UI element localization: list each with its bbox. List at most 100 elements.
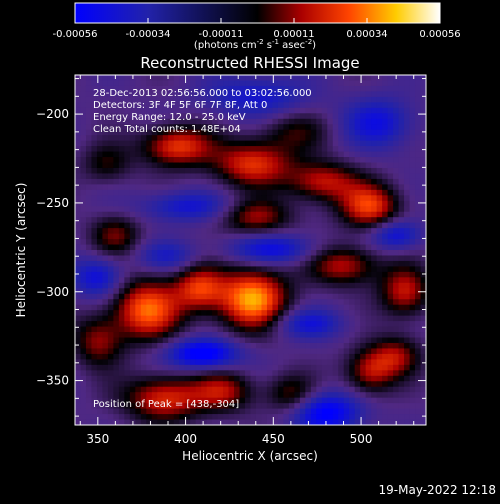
heatmap-cell — [162, 173, 169, 180]
heatmap-cell — [124, 80, 131, 87]
heatmap-cell — [206, 310, 213, 317]
heatmap-cell — [162, 250, 169, 256]
heatmap-cell — [157, 233, 164, 240]
heatmap-cell — [261, 151, 268, 158]
heatmap-cell — [124, 85, 131, 92]
heatmap-cell — [283, 381, 290, 388]
heatmap-cell — [151, 293, 158, 300]
heatmap-cell — [349, 250, 356, 256]
heatmap-cell — [107, 386, 114, 393]
heatmap-cell — [75, 304, 81, 311]
heatmap-cell — [245, 277, 251, 284]
heatmap-cell — [299, 173, 306, 180]
heatmap-cell — [91, 315, 98, 322]
heatmap-cell — [261, 107, 268, 114]
heatmap-cell — [382, 184, 389, 191]
heatmap-cell — [80, 151, 87, 158]
heatmap-cell — [173, 392, 180, 399]
heatmap-cell — [85, 282, 92, 289]
heatmap-cell — [239, 359, 246, 366]
heatmap-cell — [272, 102, 279, 109]
heatmap-cell — [387, 239, 394, 245]
heatmap-cell — [80, 342, 87, 349]
heatmap-cell — [228, 310, 235, 317]
heatmap-cell — [113, 403, 120, 409]
heatmap-cell — [371, 239, 378, 245]
heatmap-cell — [382, 403, 389, 409]
heatmap-cell — [184, 173, 191, 180]
heatmap-cell — [316, 386, 323, 393]
heatmap-cell — [168, 359, 175, 366]
heatmap-cell — [420, 157, 427, 163]
heatmap-cell — [376, 381, 383, 388]
heatmap-cell — [228, 178, 235, 185]
heatmap-cell — [151, 113, 158, 120]
heatmap-cell — [338, 381, 345, 388]
heatmap-cell — [387, 353, 394, 360]
heatmap-cell — [250, 282, 257, 289]
heatmap-cell — [393, 102, 399, 109]
heatmap-cell — [338, 167, 345, 174]
heatmap-cell — [201, 217, 208, 224]
heatmap-cell — [129, 386, 136, 393]
heatmap-cell — [234, 381, 240, 388]
heatmap-cell — [398, 157, 405, 163]
heatmap-cell — [404, 244, 410, 251]
heatmap-cell — [305, 107, 312, 114]
heatmap-cell — [113, 85, 120, 92]
heatmap-cell — [420, 326, 427, 333]
heatmap-cell — [382, 244, 389, 251]
heatmap-cell — [129, 211, 136, 218]
heatmap-cell — [294, 332, 301, 338]
heatmap-cell — [102, 271, 109, 278]
heatmap-cell — [327, 118, 334, 125]
heatmap-cell — [239, 288, 246, 295]
heatmap-cell — [201, 332, 208, 338]
heatmap-cell — [157, 321, 164, 327]
heatmap-cell — [277, 195, 284, 202]
heatmap-cell — [332, 266, 339, 273]
heatmap-cell — [404, 233, 410, 240]
heatmap-cell — [162, 102, 169, 109]
heatmap-cell — [75, 118, 81, 125]
heatmap-cell — [415, 386, 421, 393]
heatmap-cell — [310, 157, 317, 163]
heatmap-cell — [354, 189, 361, 196]
heatmap-cell — [288, 353, 295, 360]
heatmap-cell — [96, 206, 103, 213]
heatmap-cell — [371, 135, 378, 142]
heatmap-cell — [354, 348, 361, 355]
heatmap-cell — [85, 304, 92, 311]
heatmap-cell — [179, 107, 186, 114]
heatmap-cell — [135, 348, 142, 355]
heatmap-cell — [107, 195, 114, 202]
heatmap-cell — [283, 222, 290, 229]
heatmap-cell — [305, 118, 312, 125]
heatmap-cell — [255, 113, 262, 120]
heatmap-cell — [146, 419, 153, 426]
heatmap-cell — [239, 397, 246, 404]
heatmap-cell — [288, 321, 295, 327]
heatmap-cell — [365, 124, 372, 131]
heatmap-cell — [102, 211, 109, 218]
heatmap-cell — [151, 124, 158, 131]
heatmap-cell — [146, 332, 153, 338]
heatmap-cell — [365, 250, 372, 256]
heatmap-cell — [398, 206, 405, 213]
heatmap-cell — [354, 364, 361, 371]
heatmap-cell — [217, 321, 224, 327]
heatmap-cell — [250, 228, 257, 234]
heatmap-cell — [283, 184, 290, 191]
heatmap-cell — [393, 370, 399, 377]
heatmap-cell — [151, 233, 158, 240]
heatmap-cell — [409, 375, 416, 382]
heatmap-cell — [360, 342, 367, 349]
heatmap-cell — [393, 140, 399, 147]
heatmap-cell — [321, 135, 328, 142]
heatmap-cell — [190, 386, 197, 393]
heatmap-cell — [201, 85, 208, 92]
heatmap-cell — [113, 80, 120, 87]
heatmap-cell — [195, 140, 202, 147]
heatmap-cell — [365, 321, 372, 327]
heatmap-cell — [140, 113, 147, 120]
